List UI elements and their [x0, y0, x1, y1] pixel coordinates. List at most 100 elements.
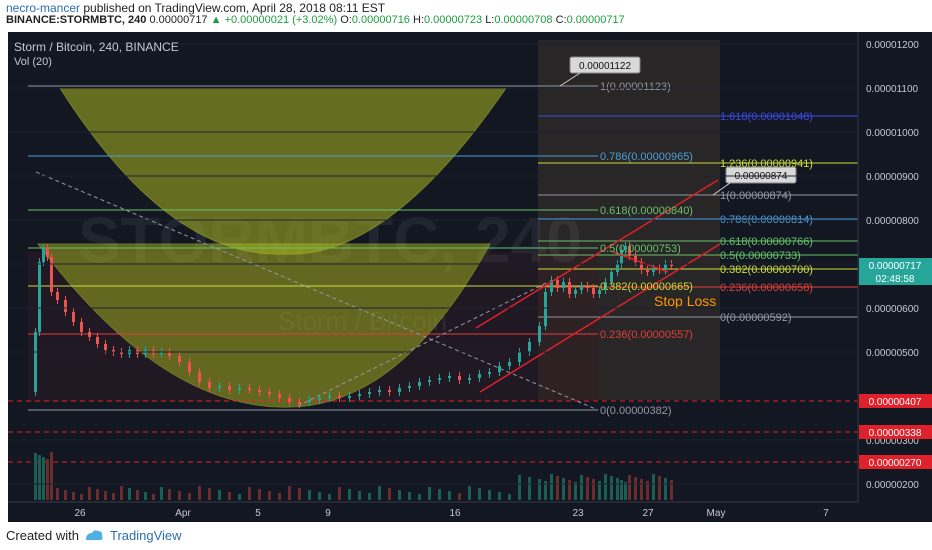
- price-tick-label: 0.00001200: [866, 40, 919, 51]
- volume-bar: [104, 491, 107, 500]
- candle-body: [574, 290, 577, 294]
- price-tick-label: 0.00000300: [866, 436, 919, 447]
- tradingview-link[interactable]: TradingView: [110, 528, 182, 543]
- candle-body: [208, 382, 211, 388]
- candle-body: [616, 264, 619, 272]
- volume-bar: [338, 487, 341, 500]
- volume-bar: [258, 489, 261, 500]
- volume-bar: [664, 478, 667, 500]
- candle-body: [96, 337, 99, 344]
- candle-body: [624, 246, 627, 250]
- candle-body: [64, 300, 67, 312]
- volume-bar: [112, 493, 115, 500]
- candle-body: [544, 292, 547, 326]
- candle-body: [538, 326, 541, 342]
- fib-left-label: 0.786(0.00000965): [600, 151, 693, 163]
- volume-bar: [328, 494, 331, 500]
- candle-body: [368, 392, 371, 394]
- volume-bar: [188, 493, 191, 500]
- callout-high-label: 0.00001122: [579, 61, 632, 72]
- fib-right-label: 1(0.00000874): [720, 190, 792, 202]
- candle-body: [56, 292, 59, 300]
- close-label: C:: [555, 14, 567, 26]
- candle-body: [120, 352, 123, 354]
- volume-bar: [478, 488, 481, 500]
- time-tick-label: 26: [74, 508, 86, 519]
- candle-body: [592, 288, 595, 294]
- fib-right-label: 1.618(0.00001048): [720, 111, 813, 123]
- tradingview-logo-icon: [86, 530, 103, 540]
- volume-bar: [610, 476, 613, 500]
- candle-body: [620, 250, 623, 264]
- time-tick-label: 5: [255, 508, 261, 519]
- price-tags: 0.00000717 02:48:58 0.00000407 0.0000033…: [859, 258, 932, 469]
- price-tick-label: 0.00000900: [866, 172, 919, 183]
- price-axis[interactable]: 0.00001200 0.00001100 0.00001000 0.00000900…: [8, 40, 919, 491]
- volume-bar: [658, 476, 661, 500]
- high-value: 0.00000723: [424, 14, 483, 26]
- high-label: H:: [413, 14, 424, 26]
- open-label: O:: [340, 14, 352, 26]
- volume-bar: [228, 492, 231, 500]
- volume-bar: [358, 491, 361, 500]
- volume-bar: [268, 491, 271, 500]
- time-axis[interactable]: 26 Apr 5 9 16 23 27 May 7: [74, 508, 829, 519]
- volume-bar: [208, 488, 211, 500]
- price-tick-label: 0.00000200: [866, 480, 919, 491]
- volume-bar: [670, 480, 673, 500]
- callout-high[interactable]: 0.00001122: [559, 56, 641, 87]
- chart-canvas[interactable]: STORMBTC, 240 Storm / Bitcoin: [8, 32, 932, 522]
- candle-body: [562, 282, 565, 288]
- candle-body: [528, 342, 531, 352]
- volume-bar: [556, 476, 559, 500]
- volume-bar: [544, 481, 547, 500]
- candle-body: [160, 352, 163, 354]
- support-tag: 0.00000407: [869, 397, 922, 408]
- candle-body: [188, 362, 191, 372]
- candle-body: [318, 398, 321, 400]
- last-price: 0.00000717: [149, 14, 208, 26]
- candle-body: [42, 248, 45, 262]
- candle-body: [418, 382, 421, 386]
- volume-bar: [160, 487, 163, 500]
- time-tick-label: 7: [823, 508, 829, 519]
- cup-bowl-shape: [36, 243, 491, 408]
- time-tick-label: 23: [572, 508, 584, 519]
- candle-body: [488, 372, 491, 374]
- price-chart[interactable]: STORMBTC, 240 Storm / Bitcoin: [8, 32, 932, 522]
- volume-bar: [598, 481, 601, 500]
- candle-body: [178, 356, 181, 362]
- candle-body: [652, 268, 655, 272]
- price-tick-label: 0.00001000: [866, 128, 919, 139]
- candle-body: [308, 400, 311, 402]
- author-link[interactable]: necro-mancer: [6, 1, 81, 15]
- time-tick-label: 9: [325, 508, 331, 519]
- volume-bar: [518, 475, 521, 500]
- volume-bar: [308, 490, 311, 500]
- volume-bars: [34, 452, 673, 500]
- candle-body: [248, 388, 251, 390]
- volume-bar: [80, 494, 83, 500]
- candle-body: [478, 374, 481, 378]
- volume-bar: [508, 494, 511, 500]
- volume-bar: [574, 482, 577, 500]
- volume-bar: [50, 452, 53, 500]
- candle-body: [338, 396, 341, 398]
- volume-bar: [398, 490, 401, 500]
- fib-right-label: 0.236(0.00000658): [720, 282, 813, 294]
- volume-bar: [604, 474, 607, 500]
- footer: Created with TradingView: [0, 522, 932, 550]
- volume-bar: [620, 480, 623, 500]
- volume-bar: [288, 486, 291, 500]
- volume-bar: [128, 488, 131, 500]
- volume-bar: [278, 493, 281, 500]
- volume-bar: [144, 492, 147, 500]
- candle-body: [34, 332, 37, 392]
- candle-body: [198, 372, 201, 382]
- volume-bar: [88, 487, 91, 500]
- volume-bar: [580, 475, 583, 500]
- volume-bar: [586, 477, 589, 500]
- publish-line: necro-mancer published on TradingView.co…: [6, 1, 385, 15]
- volume-bar: [378, 486, 381, 500]
- candle-body: [628, 246, 631, 256]
